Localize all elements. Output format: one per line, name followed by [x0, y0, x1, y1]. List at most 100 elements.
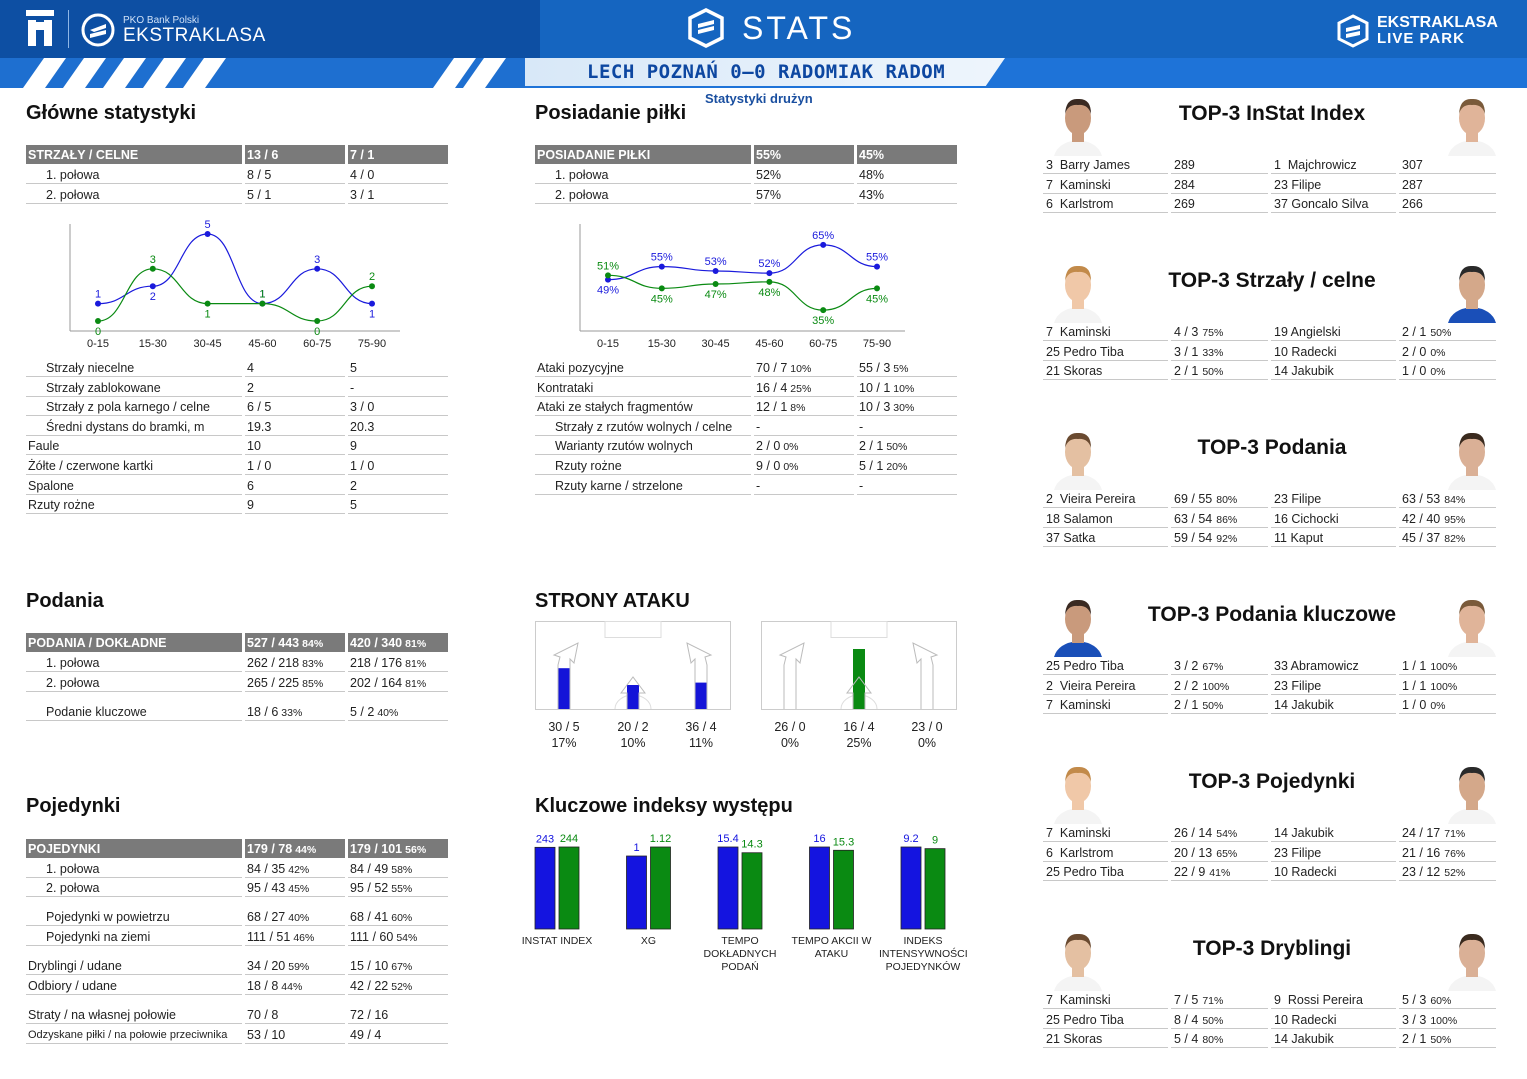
- attack-pct: 11%: [688, 736, 714, 750]
- top3-value: 33 Abramowicz: [1274, 659, 1359, 673]
- top3-value: 69 / 55: [1174, 492, 1213, 506]
- cell: -: [857, 477, 957, 495]
- cell-value: 3 / 1: [350, 187, 375, 202]
- cell: 1 / 0: [245, 457, 345, 475]
- neck: [1072, 633, 1084, 643]
- data-point: [712, 281, 719, 288]
- cell-pct: 84%: [302, 638, 324, 650]
- top3-value: 1 / 1: [1402, 659, 1427, 673]
- key-index-bars: 243 244 1 1.12 15.4 14.3 16 15.3 9.2 9: [534, 833, 946, 930]
- top3-pct: 0%: [1430, 346, 1446, 359]
- top3-cell: 7 Kaminski: [1043, 696, 1168, 715]
- top3-value: 2 / 0: [1402, 344, 1427, 359]
- top3-value: 21 / 16: [1402, 845, 1441, 860]
- cell-value: 1. połowa: [46, 168, 100, 182]
- cell-pct: 0%: [783, 461, 799, 473]
- top3-cell: 16 Cichocki: [1271, 510, 1396, 528]
- cell-value: Strzały niecelne: [46, 361, 135, 375]
- top3-pct: 50%: [1430, 327, 1452, 339]
- data-label: 2: [150, 291, 156, 303]
- shirt: [1448, 975, 1496, 991]
- cell: Faule: [26, 437, 242, 456]
- top3-value: 6 Karlstrom: [1046, 197, 1114, 212]
- cell-value: 5 / 1: [859, 459, 884, 473]
- cell-value: 420 / 340: [350, 636, 403, 650]
- cell: 45%: [857, 145, 957, 164]
- top3-cell: 69 / 55 80%: [1171, 490, 1268, 508]
- hair: [1459, 766, 1485, 782]
- match-score: LECH POZNAŃ 0–0 RADOMIAK RADOM: [587, 61, 946, 83]
- top3-cell: 5 / 3 60%: [1399, 991, 1496, 1009]
- cell-value: Rzuty karne / strzelone: [555, 478, 683, 493]
- top3-value: 7 Kaminski: [1046, 325, 1111, 339]
- cell-value: Pojedynki w powietrzu: [46, 910, 170, 924]
- shirt: [1448, 474, 1496, 490]
- cell-value: 10 / 3: [859, 400, 891, 415]
- data-point: [204, 231, 211, 237]
- data-label: 3: [150, 254, 156, 266]
- attack-fill-bar: [695, 682, 707, 709]
- top3-cell: 25 Pedro Tiba: [1043, 1011, 1168, 1029]
- player-photo-icon: [1448, 265, 1496, 323]
- cell: Strzały z pola karnego / celne: [26, 398, 242, 417]
- top3-cell: 2 Vieira Pereira: [1043, 490, 1168, 508]
- x-tick-label: 60-75: [809, 338, 837, 349]
- cell-value: 202 / 164: [350, 676, 403, 690]
- cell-value: 179 / 78: [247, 842, 293, 856]
- top3-cell: 287: [1399, 176, 1496, 194]
- top3-cell: 7 Kaminski: [1043, 323, 1168, 341]
- cell: -: [754, 418, 854, 436]
- top3-cell: 14 Jakubik: [1271, 362, 1396, 381]
- data-label: 1: [369, 309, 375, 321]
- cell: 4: [245, 359, 345, 377]
- cell: 13 / 6: [245, 145, 345, 164]
- face: [1459, 101, 1485, 135]
- top3-pct: 80%: [1216, 494, 1238, 506]
- passes-title: Podania: [26, 590, 104, 612]
- top3-cell: 266: [1399, 195, 1496, 214]
- top3-cell: 37 Satka: [1043, 529, 1168, 548]
- data-label: 65%: [812, 230, 834, 242]
- cell-value: 19.3: [247, 419, 272, 434]
- top3-value: 23 Filipe: [1274, 845, 1322, 860]
- data-point: [149, 283, 156, 290]
- top3-pct: 50%: [1202, 366, 1224, 379]
- stats-title: STATS: [742, 10, 856, 46]
- top3-pct: 86%: [1216, 513, 1238, 526]
- top3-title: TOP-3 Podania kluczowe: [1147, 603, 1397, 626]
- top3-pct: 65%: [1216, 847, 1238, 860]
- pitch-diagram: [535, 621, 731, 710]
- face: [1065, 268, 1091, 302]
- cell: 7 / 1: [348, 145, 448, 164]
- neck: [1072, 299, 1084, 309]
- top3-cell: 63 / 53 84%: [1399, 490, 1496, 508]
- cell-pct: 8%: [790, 402, 806, 415]
- top3-cell: 37 Goncalo Silva: [1271, 195, 1396, 214]
- cell: 9: [348, 437, 448, 456]
- top3-value: 24 / 17: [1402, 826, 1441, 840]
- top3-value: 2 Vieira Pereira: [1046, 492, 1136, 506]
- top3-value: 10 Radecki: [1274, 344, 1337, 359]
- cell: 2. połowa: [26, 186, 242, 204]
- cell: 43%: [857, 186, 957, 204]
- top3-value: 45 / 37: [1402, 531, 1441, 546]
- top3-cell: 5 / 4 80%: [1171, 1030, 1268, 1049]
- cell-value: 7 / 1: [350, 148, 375, 162]
- cell-value: Odbiory / udane: [28, 979, 117, 993]
- top3-cell: 2 / 1 50%: [1399, 1030, 1496, 1049]
- top3-cell: 18 Salamon: [1043, 510, 1168, 528]
- cell: 6 / 5: [245, 398, 345, 417]
- top3-cell: 269: [1171, 195, 1268, 214]
- top3-value: 5 / 4: [1174, 1032, 1199, 1047]
- data-point: [820, 307, 827, 314]
- index-value-team2: 15.3: [833, 836, 854, 848]
- cell: 84 / 49 58%: [348, 860, 448, 878]
- attack-value: 30 / 5: [548, 720, 580, 734]
- cell-pct: 55%: [391, 883, 413, 895]
- cell-value: 2 / 0: [756, 439, 781, 454]
- cell: Ataki pozycyjne: [535, 359, 751, 377]
- top3-value: 14 Jakubik: [1274, 1032, 1334, 1047]
- top3-cell: 42 / 40 95%: [1399, 510, 1496, 528]
- attack-value: 20 / 2: [617, 720, 649, 734]
- top3-value: 25 Pedro Tiba: [1046, 659, 1124, 673]
